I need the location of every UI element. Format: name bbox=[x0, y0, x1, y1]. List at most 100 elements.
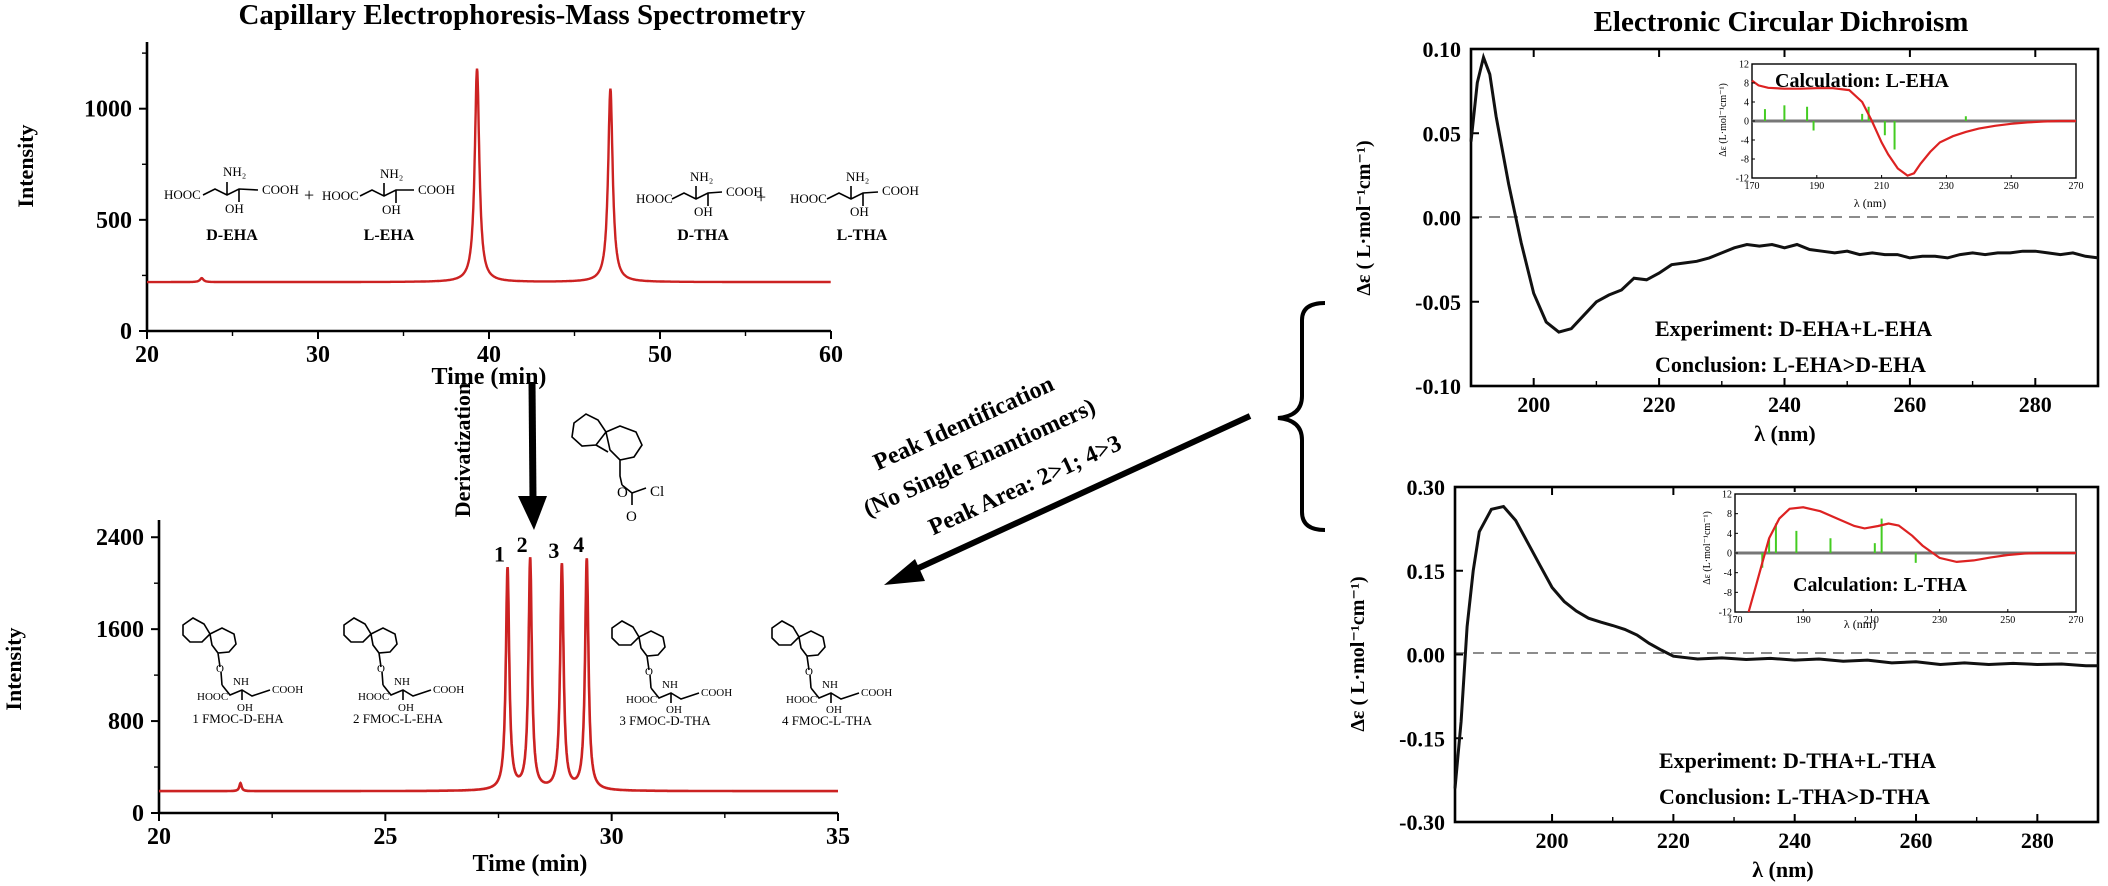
mol-label: O bbox=[805, 666, 813, 678]
ecd-top-annotation-1: Experiment: D-EHA+L-EHA bbox=[1655, 316, 1932, 341]
peak-label: 4 bbox=[573, 532, 584, 557]
inset-x-tick-label: 230 bbox=[1939, 181, 1954, 192]
y-tick-label: -0.30 bbox=[1399, 810, 1445, 835]
mol-label: O bbox=[216, 663, 224, 675]
ecd-bottom-xlabel: λ (nm) bbox=[1752, 857, 1814, 882]
ecd-bottom-chart: 200 220 240 260 280 0.30 0.15 0.00 -0.15 -0.30 Δε… bbox=[1347, 475, 2100, 882]
mol-label: NH₂ bbox=[690, 169, 713, 184]
y-tick-label: 800 bbox=[108, 709, 144, 735]
x-tick-label: 20 bbox=[135, 342, 159, 368]
mol-bonds bbox=[202, 182, 259, 202]
inset-y-tick-label: 8 bbox=[1744, 79, 1749, 90]
mol-label: COOH bbox=[861, 687, 892, 699]
inset-y-tick-label: 12 bbox=[1739, 60, 1749, 71]
ecd-top-inset-xlabel: λ (nm) bbox=[1854, 196, 1886, 210]
y-tick-label: 0.00 bbox=[1423, 206, 1462, 231]
x-tick-label: 20 bbox=[147, 824, 171, 850]
molecule-fmoc-d-eha: O NH HOOC COOH OH 1 FMOC-D-EHA bbox=[182, 617, 303, 726]
inset-curve bbox=[1747, 506, 2076, 613]
ecd-bottom-annotation-2: Conclusion: L-THA>D-THA bbox=[1659, 784, 1930, 809]
mol-label: COOH bbox=[882, 183, 919, 198]
mol-label: HOOC bbox=[322, 188, 359, 203]
mol-label: COOH bbox=[433, 684, 464, 696]
mol-bonds bbox=[826, 186, 879, 206]
mol-label: OH bbox=[850, 204, 869, 219]
inset-x-tick-label: 250 bbox=[2000, 615, 2015, 626]
mol-label: COOH bbox=[726, 184, 763, 199]
mol-label: OH bbox=[826, 704, 842, 716]
ecd-bottom-inset-title: Calculation: L-THA bbox=[1793, 574, 1967, 596]
mol-label: OH bbox=[666, 704, 682, 716]
inset-y-tick-label: 4 bbox=[1744, 98, 1749, 109]
mol-name: 1 FMOC-D-EHA bbox=[192, 711, 284, 726]
inset-curve bbox=[1751, 79, 2076, 177]
mol-bonds bbox=[343, 617, 432, 700]
y-tick-label: 0.10 bbox=[1423, 37, 1462, 62]
inset-x-tick-label: 170 bbox=[1745, 181, 1760, 192]
ce-ms-ylabel: Intensity bbox=[13, 124, 38, 207]
ecd-top-inset-ylabel: Δε (L·mol⁻¹cm⁻¹) bbox=[1718, 83, 1729, 157]
molecule-fmoc-l-eha: O NH HOOC COOH OH 2 FMOC-L-EHA bbox=[343, 617, 464, 726]
mol-name: 4 FMOC-L-THA bbox=[782, 713, 873, 728]
inset-y-tick-label: 0 bbox=[1727, 549, 1732, 560]
ecd-top-xlabel: λ (nm) bbox=[1754, 421, 1816, 446]
ecd-bottom-inset-xlabel: λ (nm) bbox=[1844, 617, 1876, 631]
ecd-top-ylabel: Δε ( L·mol⁻¹cm⁻¹) bbox=[1353, 140, 1375, 295]
x-tick-label: 220 bbox=[1643, 392, 1676, 417]
mol-label: COOH bbox=[262, 182, 299, 197]
x-tick-label: 30 bbox=[306, 342, 330, 368]
fmoc-series-line bbox=[159, 557, 838, 793]
mol-label: OH bbox=[398, 702, 414, 714]
molecule-fmoc-d-tha: O NH HOOC COOH OH 3 FMOC-D-THA bbox=[611, 620, 732, 728]
mol-label: O bbox=[626, 509, 637, 525]
inset-x-tick-label: 270 bbox=[2069, 615, 2084, 626]
mol-name: 3 FMOC-D-THA bbox=[619, 713, 711, 728]
mol-label: OH bbox=[694, 204, 713, 219]
mol-bonds bbox=[771, 620, 860, 703]
inset-y-tick-label: 0 bbox=[1744, 117, 1749, 128]
inset-x-tick-label: 210 bbox=[1874, 181, 1889, 192]
mol-label: HOOC bbox=[786, 694, 817, 706]
ce-ms-xlabel: Time (min) bbox=[432, 364, 547, 390]
ecd-top-series-line bbox=[1469, 52, 2099, 334]
mol-bonds bbox=[571, 413, 647, 505]
peak-label: 3 bbox=[548, 538, 559, 563]
inset-y-tick-label: -4 bbox=[1724, 568, 1732, 579]
x-tick-label: 60 bbox=[819, 342, 843, 368]
molecule-d-tha: NH₂ HOOC COOH OH D-THA bbox=[636, 169, 763, 244]
plus-sign: + bbox=[304, 185, 314, 205]
x-tick-label: 260 bbox=[1900, 828, 1933, 853]
molecule-l-tha: NH₂ HOOC COOH OH L-THA bbox=[790, 169, 919, 244]
mol-name: D-THA bbox=[677, 227, 729, 244]
inset-x-tick-label: 170 bbox=[1728, 615, 1743, 626]
ecd-bottom-inset: 170 190 210 230 250 270 12 8 4 0 -4 -8 -12 Calculati… bbox=[1690, 490, 2092, 631]
y-tick-label: 0.00 bbox=[1407, 643, 1446, 668]
y-tick-label: -0.05 bbox=[1415, 290, 1461, 315]
y-tick-label: -0.15 bbox=[1399, 726, 1445, 751]
y-tick-label: 0.30 bbox=[1407, 475, 1446, 500]
mol-label: HOOC bbox=[790, 191, 827, 206]
inset-x-tick-label: 190 bbox=[1809, 181, 1824, 192]
inset-y-tick-label: -12 bbox=[1719, 608, 1732, 619]
y-tick-label: 1600 bbox=[96, 617, 144, 643]
mol-label: COOH bbox=[272, 684, 303, 696]
molecule-fmoc-l-tha: O NH HOOC COOH OH 4 FMOC-L-THA bbox=[771, 620, 892, 728]
mol-label: HOOC bbox=[626, 694, 657, 706]
peak-identification-arrow bbox=[884, 413, 1252, 585]
inset-y-tick-label: 8 bbox=[1727, 509, 1732, 520]
mol-bonds bbox=[182, 617, 271, 700]
mol-label: HOOC bbox=[197, 691, 228, 703]
inset-y-tick-label: 12 bbox=[1722, 490, 1732, 501]
y-tick-label: 0 bbox=[132, 801, 144, 827]
ecd-bottom-inset-ylabel: Δε (L·mol⁻¹cm⁻¹) bbox=[1702, 511, 1713, 585]
mol-label: HOOC bbox=[358, 691, 389, 703]
peak-label: 1 bbox=[494, 541, 505, 566]
x-tick-label: 240 bbox=[1778, 828, 1811, 853]
peak-label: 2 bbox=[517, 532, 528, 557]
x-tick-label: 200 bbox=[1517, 392, 1550, 417]
x-tick-label: 50 bbox=[648, 342, 672, 368]
derivatization-label: Derivatization bbox=[450, 383, 475, 517]
mol-label: HOOC bbox=[636, 191, 673, 206]
x-tick-label: 220 bbox=[1657, 828, 1690, 853]
inset-x-tick-label: 270 bbox=[2069, 181, 2084, 192]
